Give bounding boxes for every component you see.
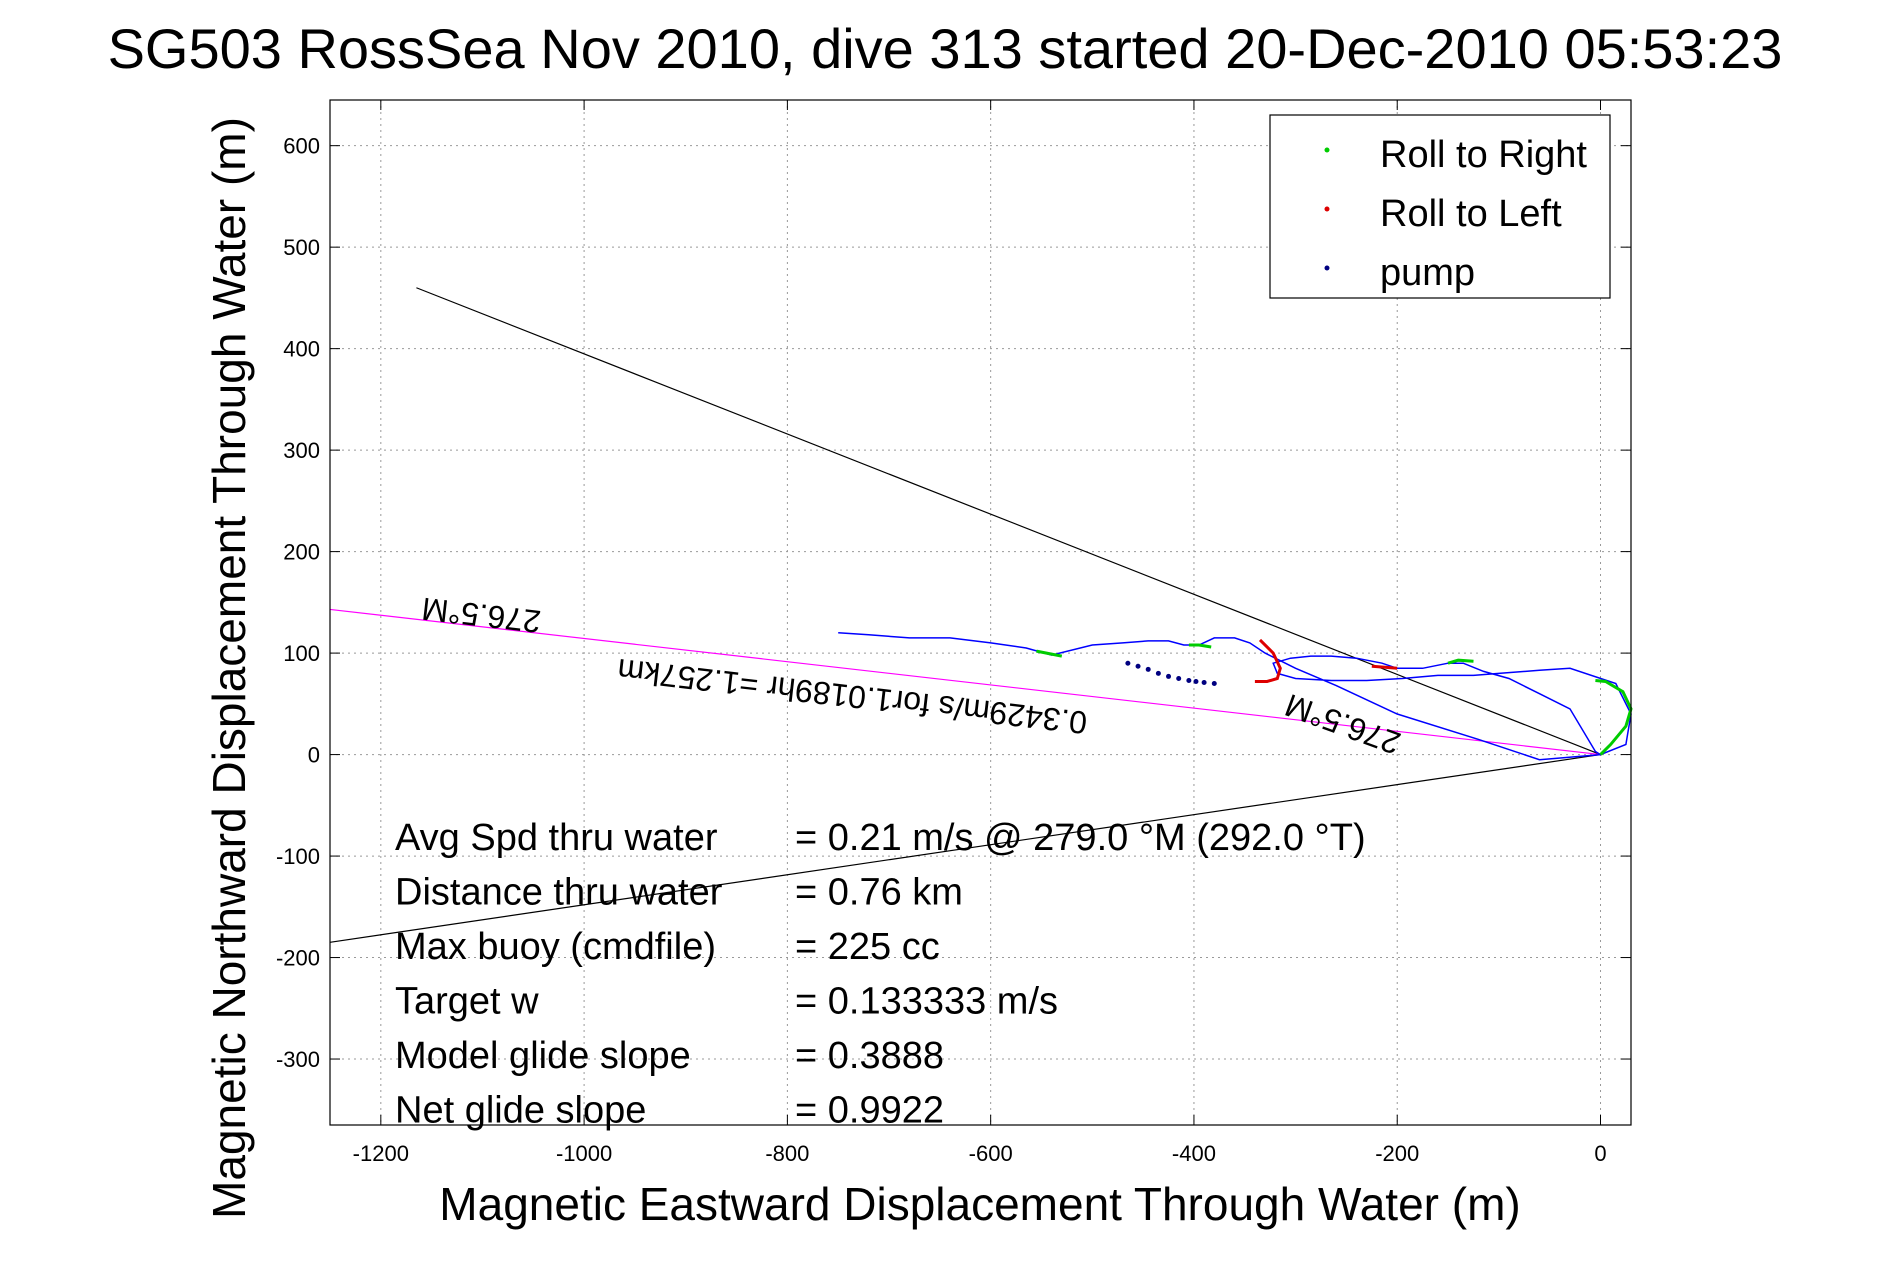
stat-value: = 0.21 m/s @ 279.0 °M (292.0 °T) (795, 817, 1366, 859)
chart-title: SG503 RossSea Nov 2010, dive 313 started… (108, 17, 1783, 80)
stat-label: Net glide slope (395, 1090, 646, 1132)
y-tick-label: 300 (283, 438, 320, 463)
y-tick-label: -300 (276, 1047, 320, 1072)
stat-value: = 225 cc (795, 926, 940, 968)
x-tick-label: -1000 (556, 1141, 612, 1166)
y-axis-label: Magnetic Northward Displacement Through … (203, 117, 255, 1219)
y-tick-label: 500 (283, 235, 320, 260)
y-tick-label: -200 (276, 946, 320, 971)
y-tick-label: -100 (276, 844, 320, 869)
legend: Roll to Right Roll to Left pump (1269, 114, 1611, 299)
pump-point (1135, 663, 1141, 669)
stat-label: Distance thru water (395, 872, 723, 914)
x-axis-label: Magnetic Eastward Displacement Through W… (439, 1178, 1520, 1230)
x-tick-label: -600 (969, 1141, 1013, 1166)
stat-value: = 0.9922 (795, 1090, 944, 1132)
pump-point (1193, 679, 1199, 685)
pump-point (1176, 675, 1182, 681)
legend-label: Roll to Right (1380, 134, 1587, 176)
track (838, 632, 1632, 761)
pump-point (1186, 677, 1192, 683)
pump-point (1145, 666, 1151, 672)
heading-line (329, 608, 1601, 756)
heading-lines (329, 287, 1601, 943)
x-tick-label: -400 (1172, 1141, 1216, 1166)
stats-block: Avg Spd thru water = 0.21 m/s @ 279.0 °M … (395, 817, 1366, 1132)
y-tick-label: 400 (283, 337, 320, 362)
plot-frame (329, 99, 1632, 1126)
stat-label: Max buoy (cmdfile) (395, 926, 716, 968)
stat-label: Model glide slope (395, 1035, 691, 1077)
x-tick-label: -800 (765, 1141, 809, 1166)
pump-point (1211, 681, 1217, 687)
legend-label: pump (1380, 252, 1475, 294)
ticks: -1200 -1000 -800 -600 -400 -200 06005004003002… (276, 100, 1631, 1166)
y-tick-label: 200 (283, 540, 320, 565)
legend-marker (1324, 206, 1330, 212)
roll-right-segment (1036, 649, 1063, 658)
y-tick-label: 600 (283, 134, 320, 159)
roll-left-segment (1254, 638, 1282, 683)
legend-label: Roll to Left (1380, 193, 1562, 235)
roll-right-segment (1447, 658, 1474, 665)
stat-value: = 0.133333 m/s (795, 981, 1058, 1023)
x-tick-label: -200 (1375, 1141, 1419, 1166)
stat-label: Avg Spd thru water (395, 817, 718, 859)
legend-marker (1324, 265, 1330, 271)
legend-marker (1324, 147, 1330, 153)
stat-label: Target w (395, 981, 539, 1023)
stat-value: = 0.3888 (795, 1035, 944, 1077)
roll-left-segment (1371, 664, 1398, 670)
x-tick-label: -1200 (353, 1141, 409, 1166)
track-line (838, 632, 1632, 761)
heading-line (329, 753, 1601, 943)
pump-point (1125, 660, 1131, 666)
y-tick-label: 100 (283, 641, 320, 666)
roll-right-segment (1188, 643, 1212, 649)
heading-line (416, 287, 1601, 756)
x-tick-label: 0 (1594, 1141, 1606, 1166)
pump-point (1155, 670, 1161, 676)
pump-point (1166, 673, 1172, 679)
stat-value: = 0.76 km (795, 872, 963, 914)
y-tick-label: 0 (308, 743, 320, 768)
pump-point (1201, 680, 1207, 686)
grid (330, 100, 1631, 1125)
